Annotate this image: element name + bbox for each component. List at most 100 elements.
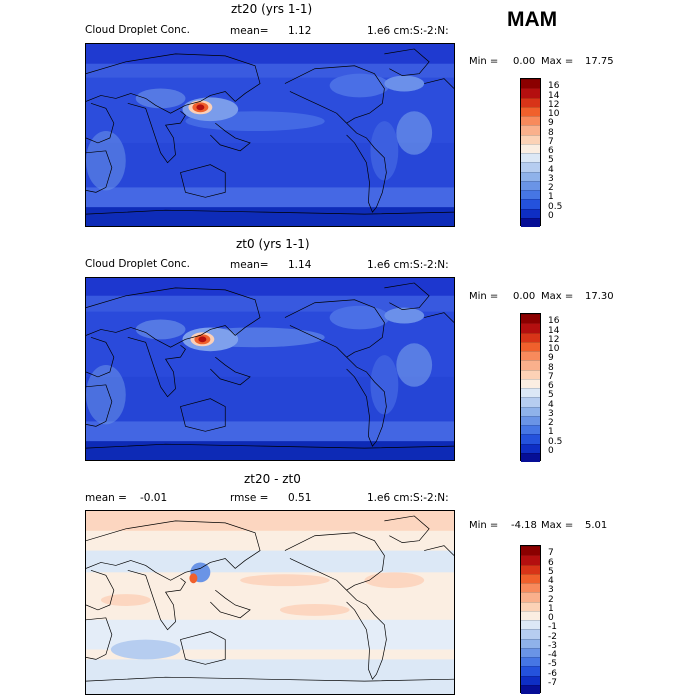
colorbar-tick-label: 7	[548, 136, 554, 147]
colorbar-swatch	[521, 583, 540, 593]
colorbar-swatch	[521, 657, 540, 667]
panel1-field-name: Cloud Droplet Conc.	[85, 24, 190, 36]
colorbar-tick-label: 4	[548, 164, 554, 175]
panel2-mean-value: 1.14	[288, 259, 312, 271]
colorbar-swatch	[521, 360, 540, 370]
colorbar-tick-label: 3	[548, 408, 554, 419]
colorbar-swatch	[521, 217, 540, 227]
colorbar-swatch	[521, 564, 540, 574]
colorbar-tick-label: 16	[548, 81, 560, 92]
panel1-min-value: 0.00	[513, 56, 536, 67]
colorbar-tick-label: -6	[548, 668, 557, 679]
colorbar-swatch	[521, 434, 540, 444]
colorbar-swatch	[521, 415, 540, 425]
colorbar-tick-label: 14	[548, 90, 560, 101]
colorbar-swatch	[521, 610, 540, 620]
colorbar-tick-label: -2	[548, 631, 557, 642]
colorbar-swatch	[521, 341, 540, 351]
colorbar-tick-label: 5	[548, 390, 554, 401]
panel3-min-value: -4.18	[511, 520, 537, 531]
colorbar-tick-label: 8	[548, 127, 554, 138]
panel1-mean-value: 1.12	[288, 25, 312, 37]
colorbar-swatch	[521, 125, 540, 135]
colorbar-swatch	[521, 592, 540, 602]
panel2-map-graphic	[86, 278, 454, 460]
panel2-field-name: Cloud Droplet Conc.	[85, 258, 190, 270]
colorbar-swatch	[521, 97, 540, 107]
colorbar-tick-label: 12	[548, 334, 560, 345]
colorbar-swatch	[521, 314, 540, 324]
panel2-colorbar	[520, 313, 541, 462]
colorbar-swatch	[521, 378, 540, 388]
panel3-colorbar	[520, 545, 541, 694]
panel3-title: zt20 - zt0	[244, 472, 301, 486]
colorbar-swatch	[521, 171, 540, 181]
panel1-max-value: 17.75	[585, 56, 614, 67]
colorbar-swatch	[521, 208, 540, 218]
panel2-max-label: Max =	[541, 291, 574, 302]
colorbar-swatch	[521, 190, 540, 200]
colorbar-swatch	[521, 638, 540, 648]
colorbar-tick-label: 10	[548, 109, 560, 119]
colorbar-tick-label: 12	[548, 99, 560, 110]
colorbar-tick-label: -1	[548, 622, 557, 633]
colorbar-swatch	[521, 388, 540, 398]
colorbar-swatch	[521, 555, 540, 565]
colorbar-tick-label: 1	[548, 427, 554, 438]
colorbar-tick-label: -5	[548, 659, 557, 670]
colorbar-tick-label: 14	[548, 325, 560, 336]
panel3-min-label: Min =	[469, 520, 499, 531]
panel1-mean-label: mean=	[230, 25, 269, 37]
panel3-mean-label: mean =	[85, 492, 127, 504]
colorbar-swatch	[521, 106, 540, 116]
colorbar-swatch	[521, 162, 540, 172]
colorbar-tick-label: 0.5	[548, 201, 563, 212]
panel3-map-graphic	[86, 511, 454, 694]
colorbar-tick-label: 0	[548, 210, 554, 221]
colorbar-tick-label: 9	[548, 353, 554, 364]
colorbar-tick-label: 1	[548, 603, 554, 614]
panel2-units: 1.e6 cm:S:-2:N:	[367, 259, 449, 271]
colorbar-swatch	[521, 425, 540, 435]
colorbar-tick-label: 7	[548, 371, 554, 382]
colorbar-tick-label: 6	[548, 381, 554, 391]
colorbar-tick-label: 0	[548, 613, 554, 623]
panel2-mean-label: mean=	[230, 259, 269, 271]
colorbar-swatch	[521, 323, 540, 333]
season-label: MAM	[507, 8, 558, 31]
panel2-min-value: 0.00	[513, 291, 536, 302]
panel3-rmse-label: rmse =	[230, 492, 269, 504]
colorbar-swatch	[521, 629, 540, 639]
colorbar-swatch	[521, 88, 540, 98]
panel1-min-label: Min =	[469, 56, 499, 67]
colorbar-tick-label: 4	[548, 399, 554, 410]
panel1-colorbar	[520, 78, 541, 227]
colorbar-tick-label: -3	[548, 640, 557, 651]
panel1-map	[85, 43, 455, 227]
colorbar-swatch	[521, 675, 540, 685]
panel1-max-label: Max =	[541, 56, 574, 67]
panel1-title: zt20 (yrs 1-1)	[231, 2, 313, 16]
colorbar-swatch	[521, 79, 540, 89]
colorbar-tick-label: 3	[548, 173, 554, 184]
colorbar-swatch	[521, 573, 540, 583]
colorbar-tick-label: -4	[548, 650, 557, 660]
panel3-mean-value: -0.01	[140, 492, 168, 504]
colorbar-swatch	[521, 620, 540, 630]
colorbar-tick-label: 16	[548, 316, 560, 327]
colorbar-tick-label: 0	[548, 445, 554, 456]
colorbar-swatch	[521, 351, 540, 361]
colorbar-tick-label: 5	[548, 155, 554, 166]
colorbar-tick-label: 3	[548, 585, 554, 596]
colorbar-tick-label: 2	[548, 418, 554, 428]
colorbar-swatch	[521, 406, 540, 416]
colorbar-swatch	[521, 666, 540, 676]
colorbar-tick-label: 9	[548, 118, 554, 129]
colorbar-tick-label: 10	[548, 344, 560, 354]
panel2-min-label: Min =	[469, 291, 499, 302]
colorbar-tick-label: 2	[548, 594, 554, 605]
colorbar-swatch	[521, 369, 540, 379]
colorbar-swatch	[521, 153, 540, 163]
panel1-map-graphic	[86, 44, 454, 226]
colorbar-tick-label: 7	[548, 548, 554, 559]
